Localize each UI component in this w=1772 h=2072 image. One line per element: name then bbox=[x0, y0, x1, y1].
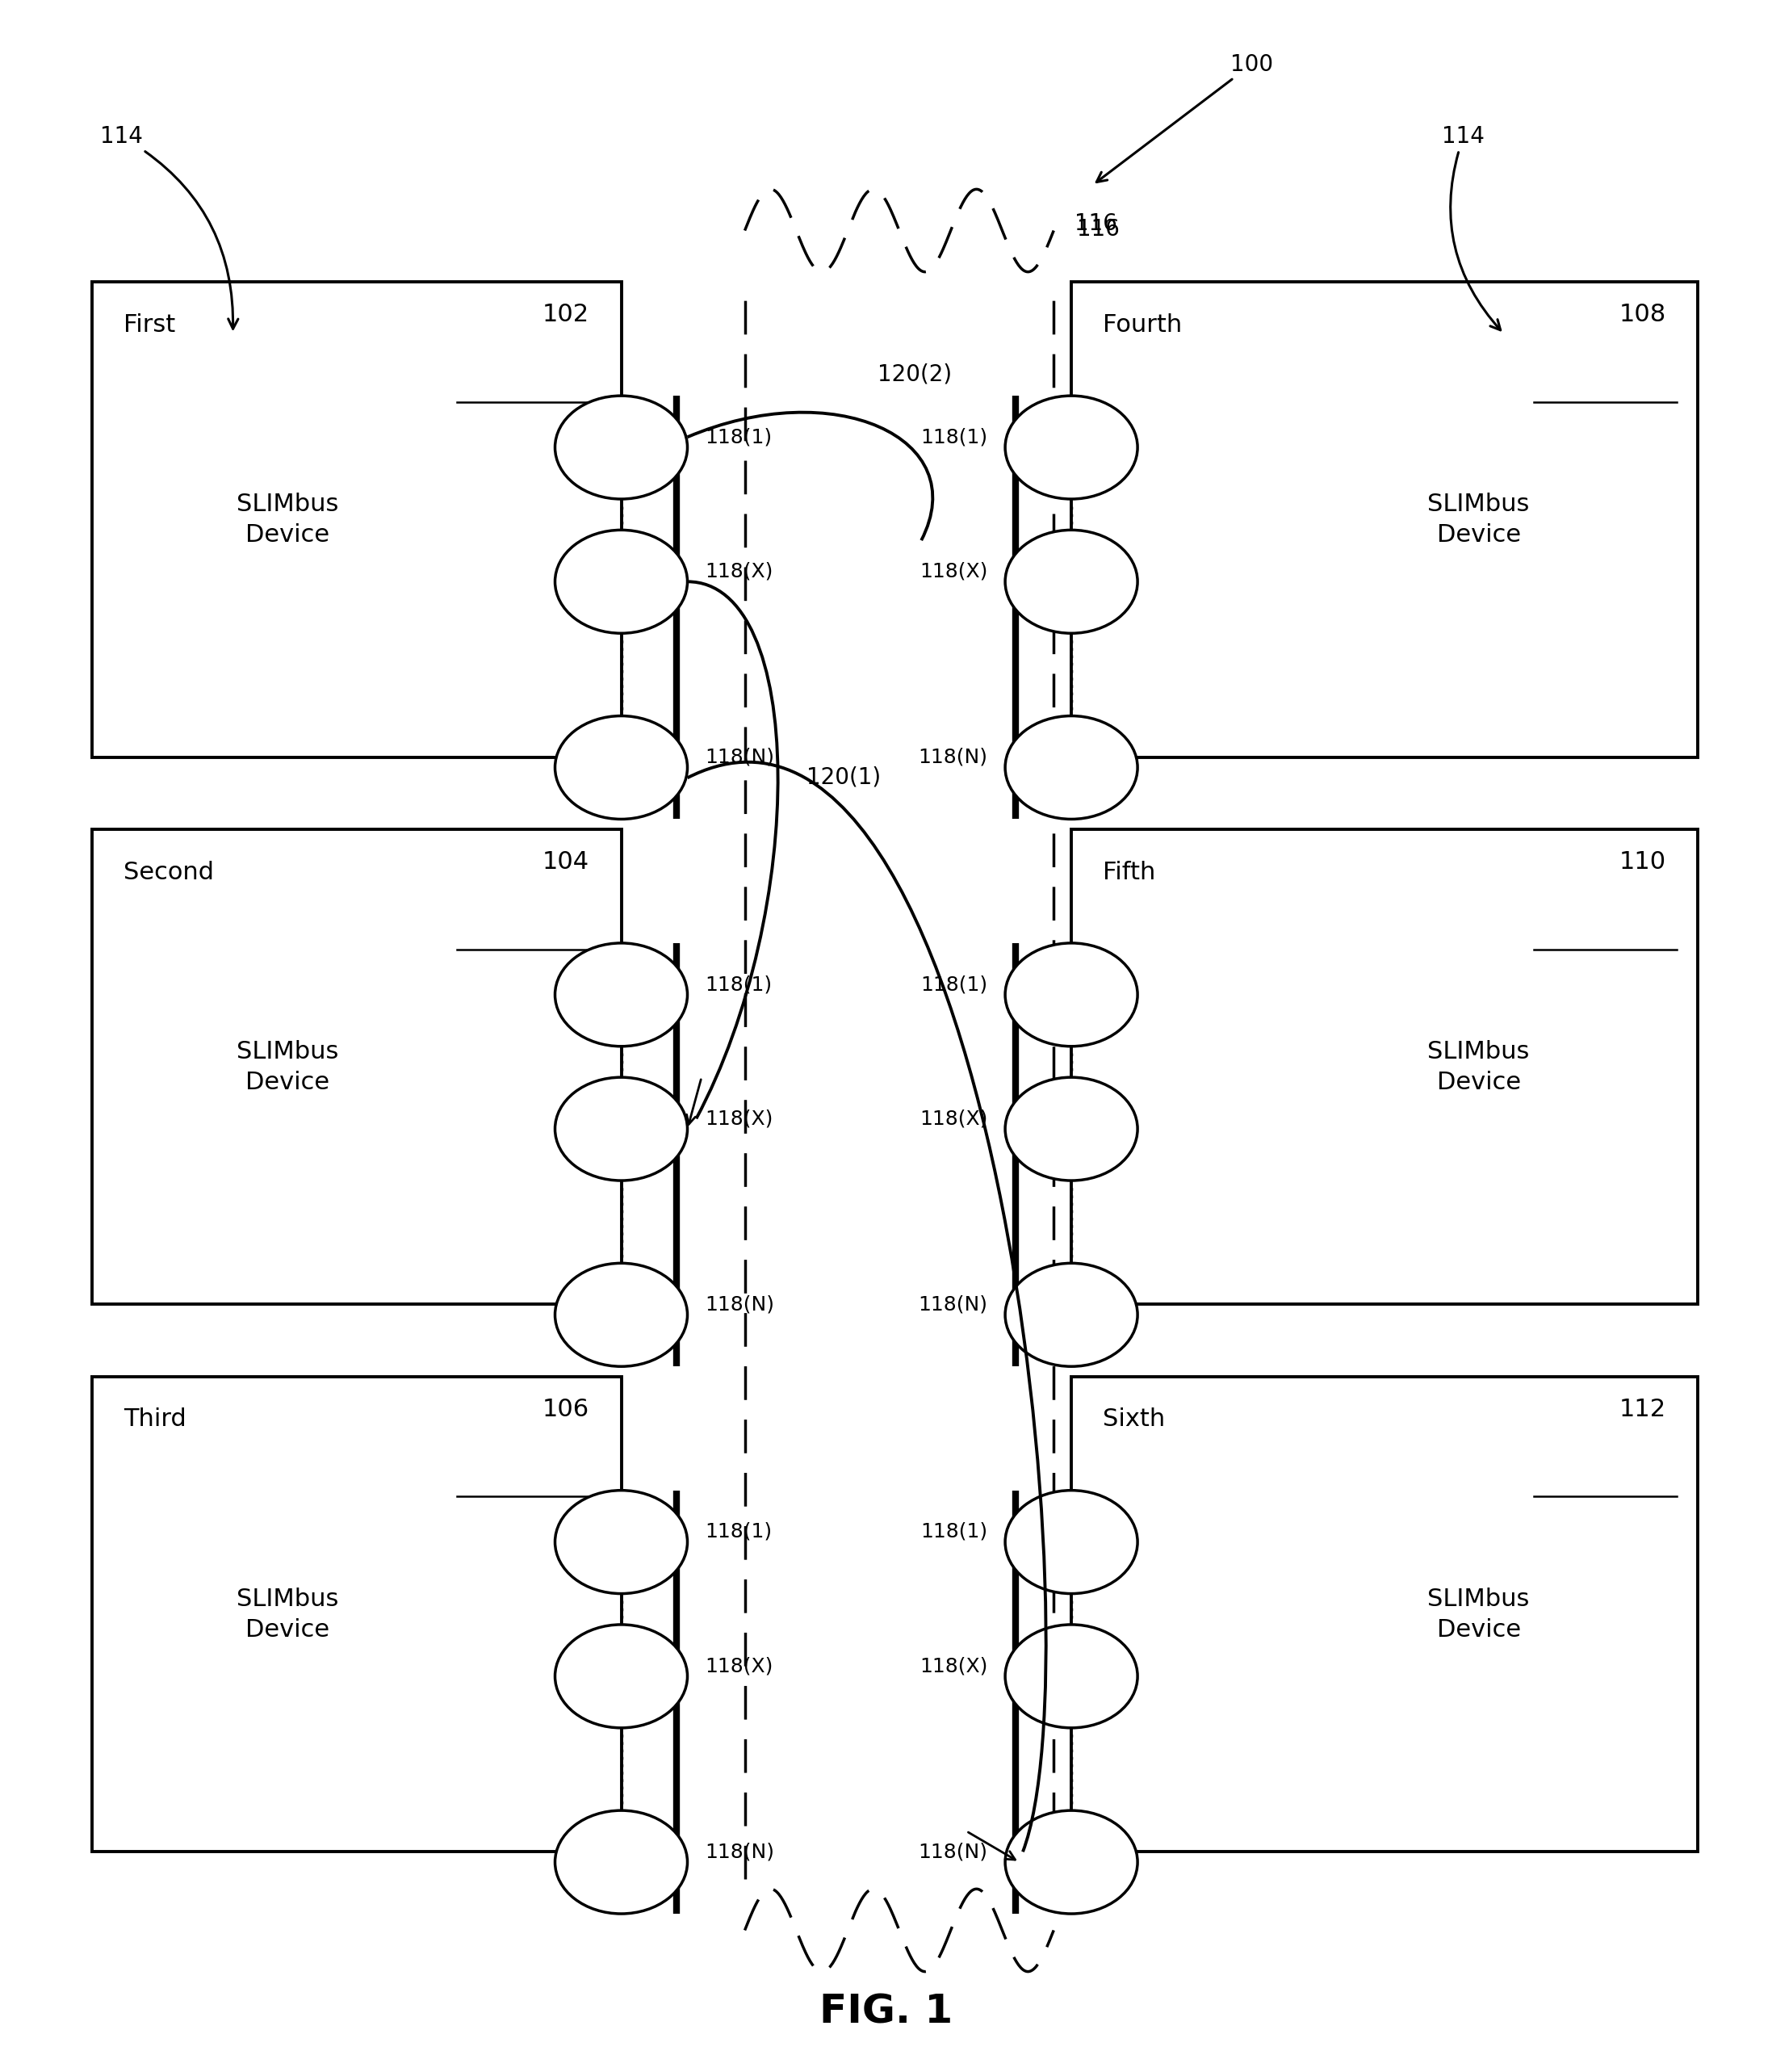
Ellipse shape bbox=[555, 1811, 688, 1915]
Text: 118(N): 118(N) bbox=[918, 1842, 987, 1861]
Text: 112: 112 bbox=[1620, 1397, 1666, 1421]
Ellipse shape bbox=[555, 943, 688, 1046]
Ellipse shape bbox=[1005, 530, 1138, 634]
Ellipse shape bbox=[1005, 396, 1138, 499]
Text: Second: Second bbox=[124, 860, 214, 885]
Ellipse shape bbox=[1005, 717, 1138, 818]
Text: Fourth: Fourth bbox=[1104, 313, 1182, 336]
Text: 116: 116 bbox=[1077, 218, 1120, 240]
Ellipse shape bbox=[1005, 1490, 1138, 1593]
Text: 118(1): 118(1) bbox=[920, 1523, 987, 1542]
Text: 118(1): 118(1) bbox=[920, 974, 987, 995]
Text: 118(1): 118(1) bbox=[920, 427, 987, 448]
Text: 118(N): 118(N) bbox=[918, 748, 987, 767]
Ellipse shape bbox=[1005, 1811, 1138, 1915]
Text: SLIMbus
Device: SLIMbus Device bbox=[237, 1040, 338, 1094]
Ellipse shape bbox=[1005, 1624, 1138, 1728]
Bar bbox=[1072, 282, 1698, 756]
Ellipse shape bbox=[555, 530, 688, 634]
Text: 118(1): 118(1) bbox=[705, 974, 773, 995]
Text: Third: Third bbox=[124, 1407, 186, 1432]
Text: Sixth: Sixth bbox=[1104, 1407, 1166, 1432]
Text: FIG. 1: FIG. 1 bbox=[819, 1993, 953, 2031]
Text: SLIMbus
Device: SLIMbus Device bbox=[237, 493, 338, 547]
Ellipse shape bbox=[555, 1490, 688, 1593]
Ellipse shape bbox=[1005, 943, 1138, 1046]
Text: 104: 104 bbox=[542, 850, 590, 874]
Text: 118(X): 118(X) bbox=[705, 1656, 773, 1676]
Bar bbox=[1072, 1376, 1698, 1852]
Text: 106: 106 bbox=[542, 1397, 590, 1421]
Text: 118(X): 118(X) bbox=[705, 1109, 773, 1129]
Text: 120(1): 120(1) bbox=[806, 765, 881, 787]
Text: 118(X): 118(X) bbox=[920, 1656, 987, 1676]
Text: First: First bbox=[124, 313, 175, 336]
Ellipse shape bbox=[555, 717, 688, 818]
Ellipse shape bbox=[1005, 1264, 1138, 1365]
Text: 102: 102 bbox=[542, 303, 590, 325]
Ellipse shape bbox=[555, 396, 688, 499]
Bar bbox=[92, 282, 622, 756]
Text: SLIMbus
Device: SLIMbus Device bbox=[1428, 1040, 1529, 1094]
Text: 118(N): 118(N) bbox=[705, 748, 774, 767]
Text: 118(N): 118(N) bbox=[705, 1842, 774, 1861]
Text: 118(X): 118(X) bbox=[705, 562, 773, 580]
Text: 118(N): 118(N) bbox=[918, 1295, 987, 1314]
Text: 118(1): 118(1) bbox=[705, 427, 773, 448]
Text: 120(2): 120(2) bbox=[877, 363, 952, 385]
Text: Fifth: Fifth bbox=[1104, 860, 1155, 885]
Text: 118(X): 118(X) bbox=[920, 562, 987, 580]
Text: 118(N): 118(N) bbox=[705, 1295, 774, 1314]
Text: SLIMbus
Device: SLIMbus Device bbox=[1428, 493, 1529, 547]
Text: 118(X): 118(X) bbox=[920, 1109, 987, 1129]
Bar bbox=[1072, 829, 1698, 1305]
Text: 118(1): 118(1) bbox=[705, 1523, 773, 1542]
Ellipse shape bbox=[1005, 1077, 1138, 1181]
Text: 116: 116 bbox=[1076, 211, 1118, 234]
Ellipse shape bbox=[555, 1624, 688, 1728]
Ellipse shape bbox=[555, 1264, 688, 1365]
Text: 114: 114 bbox=[1442, 124, 1501, 329]
Text: 114: 114 bbox=[101, 124, 237, 329]
Bar bbox=[92, 1376, 622, 1852]
Text: SLIMbus
Device: SLIMbus Device bbox=[1428, 1587, 1529, 1641]
Text: SLIMbus
Device: SLIMbus Device bbox=[237, 1587, 338, 1641]
Text: 110: 110 bbox=[1620, 850, 1666, 874]
Text: 100: 100 bbox=[1097, 54, 1272, 182]
Text: 108: 108 bbox=[1620, 303, 1666, 325]
Ellipse shape bbox=[555, 1077, 688, 1181]
Bar bbox=[92, 829, 622, 1305]
